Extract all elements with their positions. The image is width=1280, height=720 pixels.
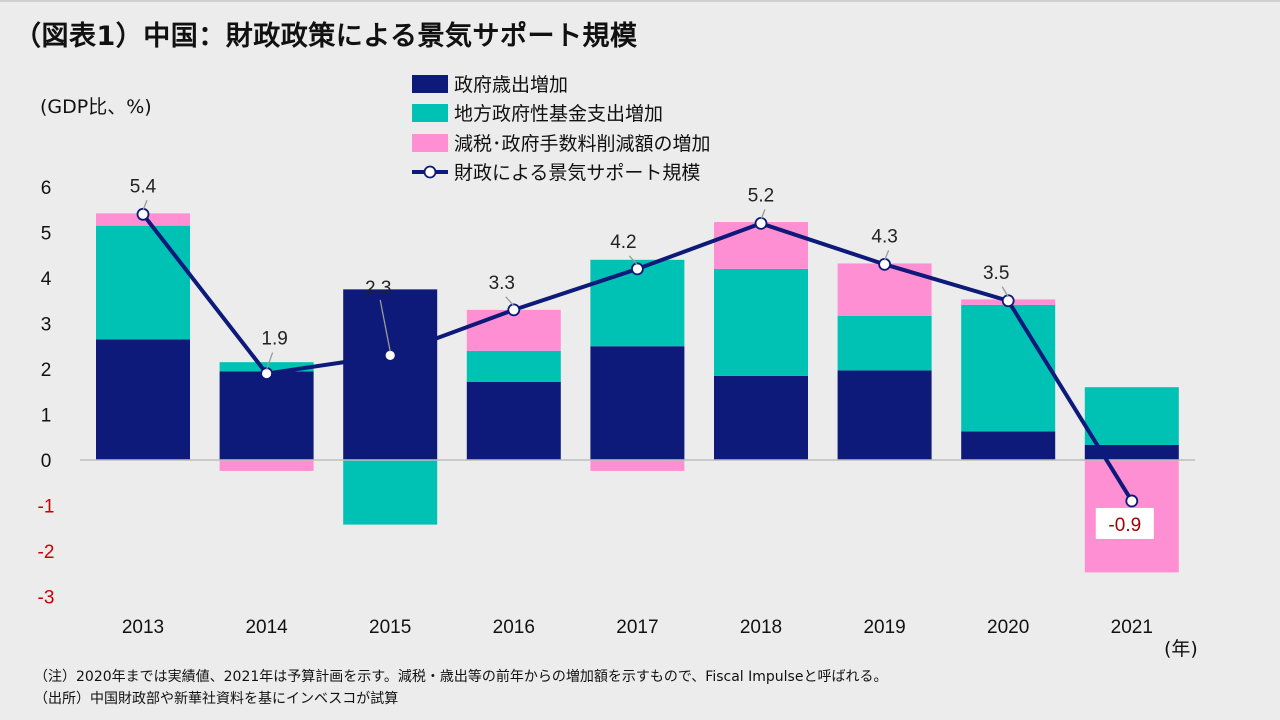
footnote: （注）2020年までは実績値、2021年は予算計画を示す。減税・歳出等の前年から… [34, 669, 888, 685]
y-tick-label: -2 [38, 542, 55, 563]
total-point-2015 [383, 348, 397, 362]
data-label-leader-2015 [379, 299, 391, 352]
y-axis: 6 5 4 3 2 1 0 -1 -2 -3 [38, 178, 55, 609]
top-border [0, 0, 1280, 2]
source-note: （出所）中国財政部や新華社資料を基にインベスコが試算 [34, 691, 399, 707]
bar-2016-series-1 [466, 381, 561, 460]
data-label-2020: 3.5 [983, 263, 1009, 284]
y-tick-label: 1 [41, 406, 52, 427]
legend-swatch-series-3 [412, 134, 448, 152]
bar-2020-series-2 [961, 304, 1056, 432]
bar-2017-series-1 [590, 346, 685, 460]
bar-2016-series-3 [466, 309, 561, 351]
data-label-2017: 4.2 [610, 232, 636, 253]
x-tick-label-2016: 2016 [493, 617, 535, 638]
data-label-layer: 5.4 1.9 2.3 3.3 4.2 5.2 4.3 3.5 -0.9 [130, 176, 1154, 539]
bar-2017-series-3 [590, 460, 685, 471]
data-label-2021: -0.9 [1108, 515, 1141, 536]
x-tick-label-2018: 2018 [740, 617, 782, 638]
total-point-2017 [631, 262, 644, 276]
legend-label-series-1: 政府歳出増加 [454, 74, 568, 96]
legend-label-series-2: 地方政府性基金支出増加 [454, 103, 663, 125]
bar-2021-series-1 [1084, 444, 1179, 460]
data-label-leader-2019 [883, 250, 890, 261]
y-tick-label: -3 [38, 588, 55, 609]
data-label-box-2021 [1095, 507, 1154, 539]
legend-swatch-series-2 [412, 104, 448, 122]
total-point-2014 [260, 367, 274, 380]
x-tick-label-2013: 2013 [122, 617, 164, 638]
data-label-2018: 5.2 [748, 185, 774, 206]
y-tick-label: 3 [41, 315, 52, 336]
chart-title: （図表1）中国：財政政策による景気サポート規模 [14, 21, 638, 52]
legend-label-line: 財政による景気サポート規模 [454, 162, 700, 184]
y-tick-label: 5 [41, 224, 52, 245]
bar-2014-series-2 [219, 362, 314, 372]
data-label-leader-2017 [628, 255, 638, 266]
y-tick-label: 0 [41, 451, 52, 472]
data-label-2016: 3.3 [489, 273, 515, 294]
total-point-2021 [1125, 494, 1139, 508]
total-point-2018 [754, 216, 768, 230]
y-axis-unit-label: (GDP比、%) [40, 96, 152, 118]
x-tick-label-2017: 2017 [616, 617, 658, 638]
y-tick-label: -1 [38, 497, 55, 518]
data-label-2019: 4.3 [871, 226, 897, 247]
bars-layer [96, 213, 1179, 573]
data-label-leader-2020 [1001, 286, 1009, 298]
legend-label-series-3: 減税･政府手数料削減額の増加 [454, 133, 711, 155]
total-point-2016 [507, 303, 521, 317]
bar-2019-series-3 [837, 263, 932, 316]
data-label-leader-2013 [142, 200, 148, 211]
bar-2014-series-1 [219, 371, 314, 460]
legend-marker-line [423, 165, 437, 179]
total-line-layer [136, 207, 1139, 508]
data-label-leader-2018 [760, 209, 766, 220]
x-tick-label-2015: 2015 [369, 617, 411, 638]
bar-2018-series-3 [714, 222, 808, 269]
y-tick-label: 4 [41, 269, 52, 290]
bar-2019-series-2 [837, 315, 932, 371]
x-axis-unit-label: (年) [1164, 638, 1198, 660]
x-tick-label-2019: 2019 [863, 617, 905, 638]
bar-2018-series-1 [714, 375, 808, 460]
bar-2013-series-2 [96, 225, 190, 340]
data-label-leader-2016 [505, 296, 515, 307]
x-tick-label-2020: 2020 [987, 617, 1029, 638]
y-tick-label: 6 [41, 178, 52, 199]
bar-2016-series-2 [466, 350, 561, 382]
legend: 政府歳出増加地方政府性基金支出増加減税･政府手数料削減額の増加財政による景気サポ… [412, 74, 711, 184]
bar-2015-series-2 [343, 460, 438, 525]
total-point-2019 [878, 257, 891, 271]
legend-swatch-series-1 [412, 75, 448, 93]
bar-2019-series-1 [837, 370, 932, 460]
y-tick-label: 2 [41, 360, 52, 381]
x-tick-label-2014: 2014 [245, 617, 288, 638]
bar-2015-series-1 [343, 289, 438, 460]
bar-2021-series-2 [1084, 387, 1179, 445]
total-point-2020 [1001, 294, 1015, 308]
x-axis: 2013 2014 2015 2016 2017 2018 2019 2020 2021 [122, 617, 1153, 638]
bar-2020-series-1 [961, 431, 1056, 460]
data-label-2014: 1.9 [261, 329, 287, 350]
bar-2013-series-1 [96, 339, 190, 460]
x-tick-label-2021: 2021 [1111, 617, 1153, 638]
data-label-2013: 5.4 [130, 176, 157, 197]
bar-2014-series-3 [219, 460, 314, 471]
total-point-2013 [136, 207, 150, 221]
data-label-leader-2014 [265, 352, 274, 370]
data-label-2015: 2.3 [365, 278, 391, 299]
bar-2018-series-2 [714, 268, 808, 376]
